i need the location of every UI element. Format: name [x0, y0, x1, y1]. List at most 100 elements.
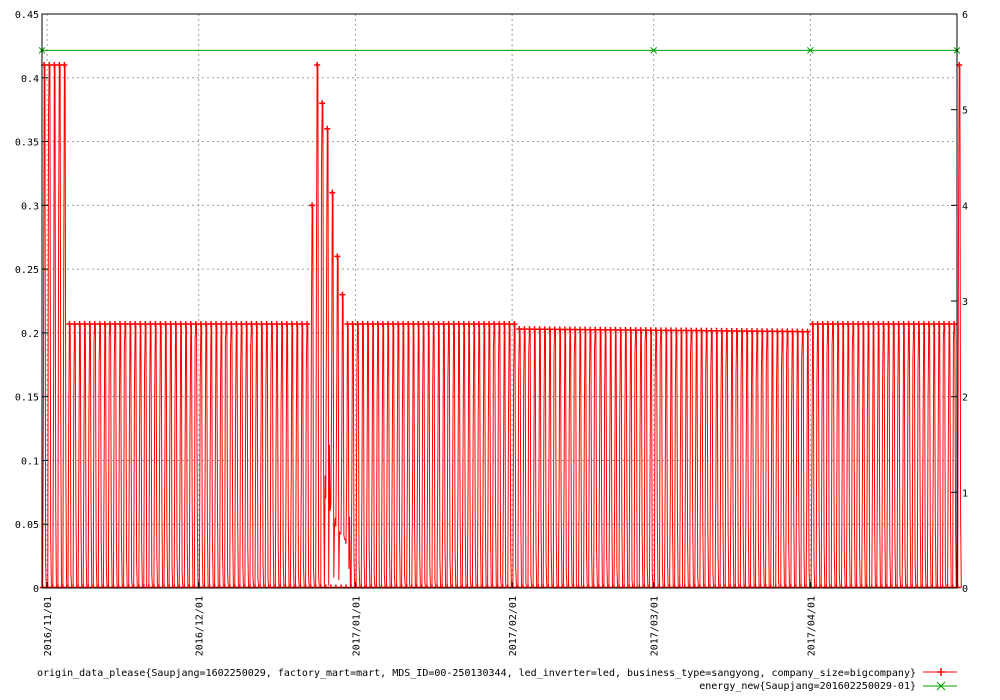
series-origin-marker — [445, 320, 452, 327]
series-origin-marker — [556, 326, 563, 333]
series-origin-marker — [415, 320, 422, 327]
series-origin-marker — [920, 320, 927, 327]
series-origin-marker — [430, 320, 437, 327]
series-origin-marker — [66, 320, 73, 327]
series-origin-marker — [329, 189, 336, 196]
series-origin-marker — [769, 328, 776, 335]
series-origin-marker — [248, 320, 255, 327]
series-origin-marker — [182, 320, 189, 327]
series-origin-marker — [637, 327, 644, 334]
series-origin-marker — [349, 320, 356, 327]
series-origin-marker — [612, 326, 619, 333]
series-origin-marker — [263, 320, 270, 327]
series-origin-marker — [425, 320, 432, 327]
series-origin-marker — [814, 320, 821, 327]
series-origin-marker — [243, 320, 250, 327]
series-origin-marker — [157, 320, 164, 327]
series-origin-marker — [304, 320, 311, 327]
series-origin-marker — [491, 320, 498, 327]
series-origin-marker — [738, 328, 745, 335]
series-origin-marker — [541, 326, 548, 333]
series-origin-marker — [930, 320, 937, 327]
series-origin-marker — [501, 320, 508, 327]
series-origin-marker — [759, 328, 766, 335]
y-right-tick-label: 2 — [962, 393, 968, 404]
y-left-tick-label: 0.4 — [21, 74, 39, 85]
series-origin-marker — [622, 327, 629, 334]
x-tick-label: 2016/11/01 — [43, 596, 54, 656]
series-origin-marker — [647, 327, 654, 334]
series-origin-marker — [187, 320, 194, 327]
series-origin-marker — [506, 320, 513, 327]
y-left-tick-label: 0 — [33, 584, 39, 595]
y-left-tick-label: 0.05 — [15, 520, 39, 531]
series-origin-marker — [435, 320, 442, 327]
series-origin-marker — [324, 125, 331, 132]
series-origin-marker — [339, 291, 346, 298]
series-origin-marker — [774, 328, 781, 335]
y-right-tick-label: 6 — [962, 10, 968, 21]
series-origin-marker — [865, 320, 872, 327]
series-origin-marker — [147, 320, 154, 327]
series-origin-marker — [799, 328, 806, 335]
series-origin-marker — [440, 320, 447, 327]
series-origin-marker — [405, 320, 412, 327]
series-origin-marker — [152, 320, 159, 327]
y-left-tick-label: 0.25 — [15, 265, 39, 276]
series-origin-marker — [96, 320, 103, 327]
y-left-tick-label: 0.1 — [21, 456, 39, 467]
series-origin-marker — [420, 320, 427, 327]
x-axis: 2016/11/01 2016/12/01 2017/01/01 2017/02/01… — [43, 582, 817, 656]
series-origin-marker — [470, 320, 477, 327]
y-right-tick-label: 3 — [962, 297, 968, 308]
series-origin-marker — [268, 320, 275, 327]
series-origin-marker — [951, 320, 958, 327]
series-origin-marker — [708, 327, 715, 334]
series-origin-marker — [577, 326, 584, 333]
series-origin-marker — [551, 326, 558, 333]
series-origin-marker — [374, 320, 381, 327]
series-origin-marker — [925, 320, 932, 327]
series-origin-marker — [784, 328, 791, 335]
series-origin-marker — [526, 326, 533, 333]
y-right-tick-label: 1 — [962, 488, 968, 499]
series-origin-marker — [824, 320, 831, 327]
series-origin-marker — [273, 320, 280, 327]
series-origin-marker — [233, 320, 240, 327]
series-origin-marker — [753, 328, 760, 335]
series-origin-marker — [809, 320, 816, 327]
series-energy-marker — [807, 46, 814, 54]
series-origin-marker — [617, 326, 624, 333]
series-origin-marker — [354, 320, 361, 327]
series-origin-marker — [668, 327, 675, 334]
series-origin-marker — [86, 320, 93, 327]
series-origin-marker — [207, 320, 214, 327]
series-origin-marker — [384, 320, 391, 327]
series-origin-marker — [915, 320, 922, 327]
series-origin-marker — [177, 320, 184, 327]
legend-marker-x — [936, 681, 946, 691]
series-origin-marker — [779, 328, 786, 335]
series-origin-marker — [278, 320, 285, 327]
series-origin-marker — [597, 326, 604, 333]
series-origin-marker — [379, 320, 386, 327]
series-origin-marker — [51, 62, 58, 69]
series-origin-marker — [288, 320, 295, 327]
series-origin-marker — [516, 326, 523, 333]
series-origin-marker — [101, 320, 108, 327]
series-origin-marker — [283, 320, 290, 327]
series-origin-marker — [389, 320, 396, 327]
series-origin-marker — [561, 326, 568, 333]
series-origin-marker — [213, 320, 220, 327]
series-origin-marker — [359, 320, 366, 327]
series-origin-marker — [344, 320, 351, 327]
series-origin-marker — [602, 326, 609, 333]
series-origin-marker — [935, 320, 942, 327]
series-origin-marker — [395, 320, 402, 327]
series-origin-marker — [632, 327, 639, 334]
series-origin-marker — [521, 326, 528, 333]
series-origin-marker — [844, 320, 851, 327]
series-origin-marker — [309, 202, 316, 209]
series-origin-marker — [137, 320, 144, 327]
y-left-tick-label: 0.45 — [15, 10, 39, 21]
